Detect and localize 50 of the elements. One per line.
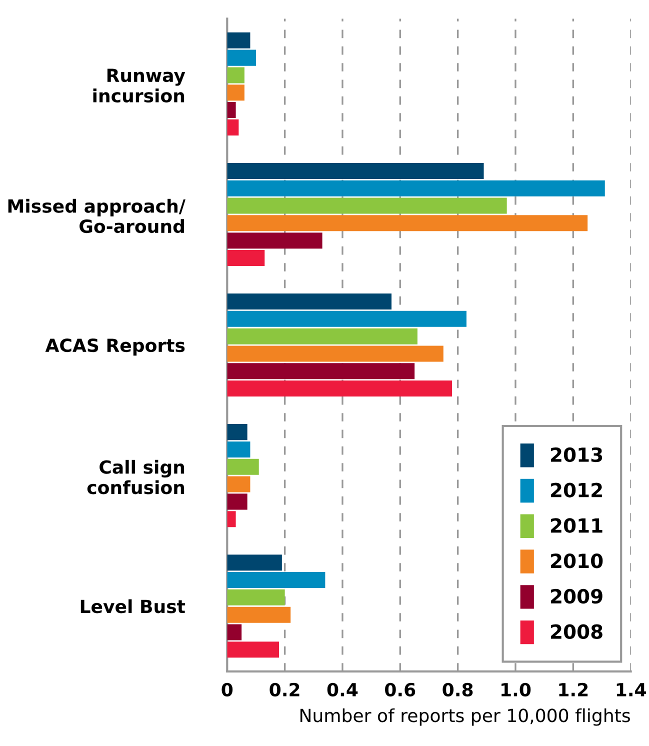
bar <box>227 624 242 640</box>
bar <box>227 511 236 528</box>
x-tick-label: 0.2 <box>270 682 300 696</box>
bar <box>227 32 250 48</box>
legend-label: 2013 <box>551 447 602 462</box>
y-tick-label: Runway incursion <box>93 68 186 103</box>
bar <box>227 84 244 101</box>
bar <box>227 424 248 440</box>
x-tick-label: 0 <box>222 682 233 696</box>
y-tick-label: Missed approach/ Go-around <box>8 198 186 234</box>
bar <box>227 380 452 397</box>
bar <box>227 642 280 658</box>
x-tick-label: 1.4 <box>616 683 646 696</box>
x-tick-label: 0.4 <box>327 682 358 696</box>
x-tick-label: 1.2 <box>559 682 588 696</box>
y-tick-label: Level Bust <box>80 599 186 614</box>
bar <box>227 346 444 362</box>
bar <box>227 250 265 266</box>
y-tick-label: ACAS Reports <box>45 338 185 356</box>
x-tick-label: 0.6 <box>385 682 416 696</box>
bar <box>227 441 250 458</box>
bar <box>227 198 507 214</box>
x-axis-title: Number of reports per 10,000 flights <box>300 708 630 726</box>
bar <box>227 328 418 344</box>
bar <box>227 67 244 84</box>
bar <box>227 180 605 196</box>
legend-label: 2012 <box>551 482 602 498</box>
bar <box>227 572 326 588</box>
legend-label: 2009 <box>551 588 602 604</box>
bar <box>227 589 285 606</box>
bar <box>227 232 322 249</box>
x-tick-label: 0.8 <box>442 682 473 696</box>
bar <box>227 606 291 623</box>
bar <box>227 50 256 66</box>
legend-label: 2011 <box>551 518 602 533</box>
bar <box>227 458 259 475</box>
bar <box>227 554 282 571</box>
bar <box>227 294 392 310</box>
bar <box>227 119 239 136</box>
x-tick-label: 1.0 <box>502 682 531 696</box>
bar <box>227 476 250 492</box>
bar <box>227 215 588 232</box>
legend-label: 2008 <box>551 624 602 640</box>
bar <box>227 494 248 510</box>
bar <box>227 162 484 179</box>
bar <box>227 363 415 380</box>
bar <box>227 102 236 118</box>
legend-label: 2010 <box>551 554 603 568</box>
y-tick-label: Call sign confusion <box>87 460 184 494</box>
bar <box>227 310 466 327</box>
